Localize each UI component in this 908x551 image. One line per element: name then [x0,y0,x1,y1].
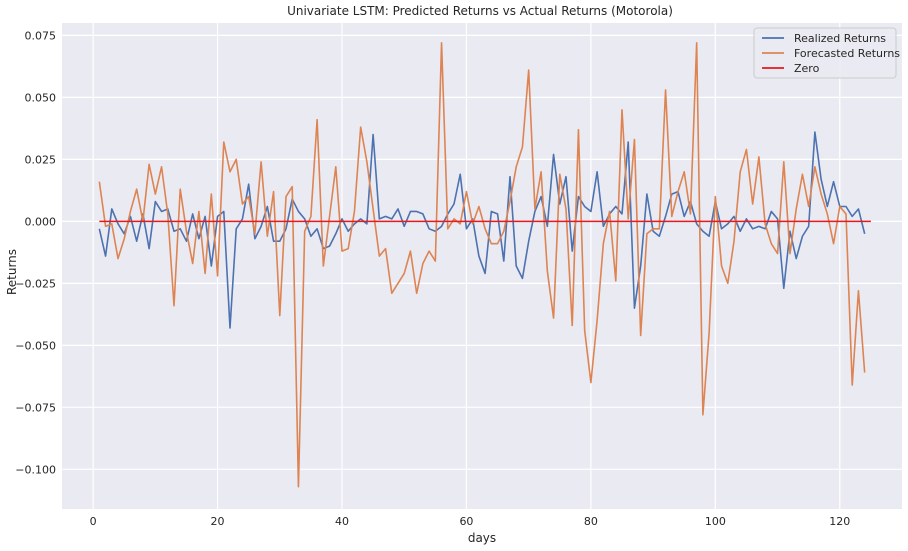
y-tick-label: 0.050 [25,91,57,104]
y-tick-label: −0.025 [15,277,56,290]
y-tick-label: 0.075 [25,29,57,42]
x-tick-label: 40 [335,515,349,528]
y-gridlines [62,34,902,470]
series-line-forecasted-returns [98,42,866,488]
y-tick-label: 0.025 [25,153,57,166]
legend-label-zero: Zero [794,62,820,75]
chart-title: Univariate LSTM: Predicted Returns vs Ac… [287,4,673,18]
legend: Realized Returns Forecasted Returns Zero [753,27,900,79]
y-tick-label: −0.050 [15,339,56,352]
x-tick-label: 120 [829,515,850,528]
legend-box [753,27,897,79]
x-tick-label: 60 [459,515,473,528]
x-axis-label: days [468,531,496,545]
series-line-realized-returns [98,131,866,329]
legend-label-forecasted-returns: Forecasted Returns [794,47,900,60]
y-tick-label: −0.100 [15,463,56,476]
y-tick-label: 0.000 [25,215,57,228]
x-tick-label: 0 [90,515,97,528]
y-axis-label: Returns [5,249,19,295]
series-lines [98,42,871,488]
x-tick-label: 20 [211,515,225,528]
y-tick-label: −0.075 [15,401,56,414]
x-tick-label: 100 [705,515,726,528]
x-tick-labels: 0 20 40 60 80 100 120 [90,515,851,528]
x-tick-label: 80 [584,515,598,528]
legend-label-realized-returns: Realized Returns [794,32,886,45]
y-tick-labels: −0.100 −0.075 −0.050 −0.025 0.000 0.025 0.050 0… [15,29,56,476]
